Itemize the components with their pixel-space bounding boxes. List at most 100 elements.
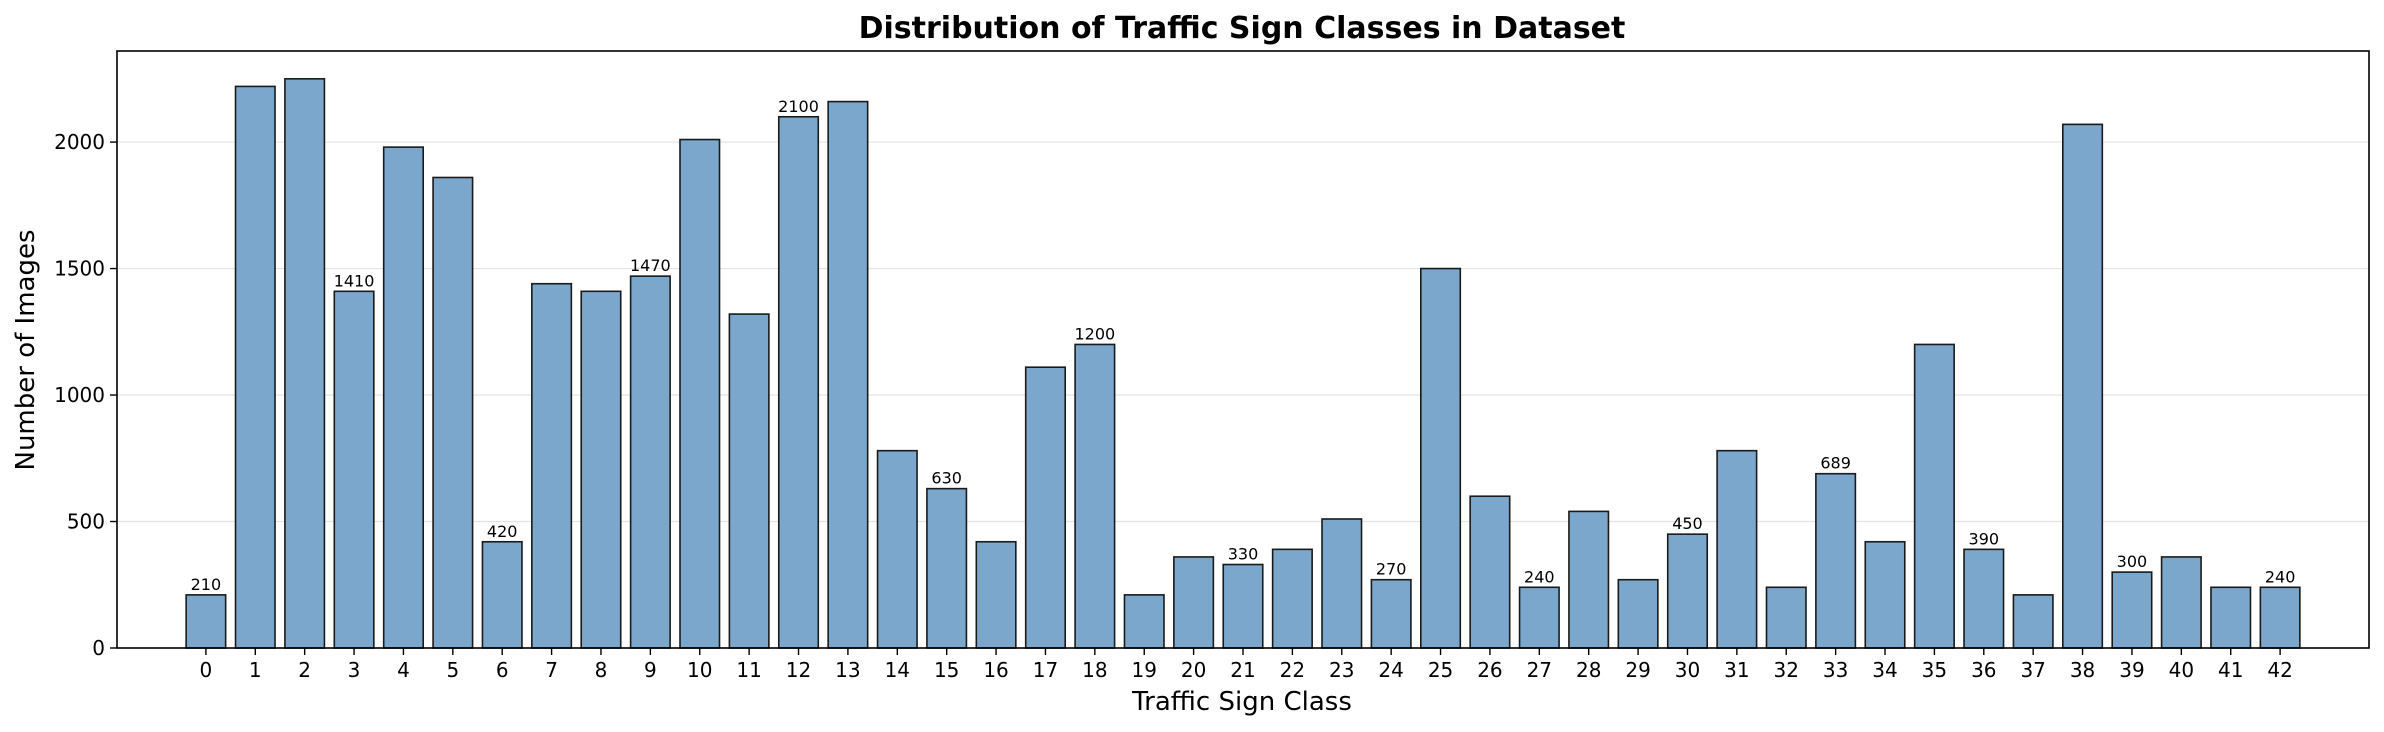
x-tick-label: 30 — [1675, 658, 1700, 682]
bar-class-36 — [1963, 548, 2005, 649]
bar-class-21 — [1222, 563, 1264, 649]
x-tick-label: 1 — [249, 658, 262, 682]
bar-class-40 — [2160, 556, 2202, 649]
bar-class-30 — [1666, 533, 1709, 649]
bar-value-label: 330 — [1228, 545, 1259, 564]
x-tick-label: 2 — [298, 658, 311, 682]
bar-class-19 — [1123, 594, 1165, 649]
x-tick-label: 34 — [1872, 658, 1897, 682]
bar-class-26 — [1469, 495, 1511, 649]
bar-class-42 — [2259, 586, 2301, 649]
bar-class-13 — [827, 100, 869, 649]
x-tick-label: 16 — [983, 658, 1008, 682]
bar-value-label: 390 — [1969, 529, 2000, 548]
bar-value-label: 689 — [1820, 454, 1851, 473]
x-tick-label: 32 — [1774, 658, 1799, 682]
x-tick-label: 13 — [835, 658, 860, 682]
x-tick-label: 39 — [2119, 658, 2144, 682]
x-tick-label: 27 — [1527, 658, 1552, 682]
bar-class-15 — [926, 487, 968, 649]
bar-class-17 — [1024, 366, 1067, 649]
x-tick-label: 3 — [348, 658, 361, 682]
y-tick-label: 0 — [92, 636, 105, 660]
x-axis-label: Traffic Sign Class — [1131, 687, 1352, 717]
x-tick-label: 15 — [934, 658, 959, 682]
x-tick-label: 20 — [1181, 658, 1206, 682]
x-tick-label: 18 — [1082, 658, 1107, 682]
x-tick-label: 14 — [885, 658, 910, 682]
bar-class-27 — [1518, 586, 1560, 649]
bar-class-22 — [1271, 548, 1313, 649]
bar-class-7 — [531, 282, 573, 649]
bar-value-label: 1410 — [334, 271, 375, 290]
bar-class-35 — [1913, 343, 1955, 649]
x-tick-label: 41 — [2218, 658, 2243, 682]
bar-class-4 — [382, 146, 424, 649]
bar-class-28 — [1568, 510, 1610, 649]
x-tick-label: 42 — [2267, 658, 2292, 682]
bar-class-2 — [284, 78, 326, 649]
x-tick-label: 7 — [545, 658, 558, 682]
bar-class-8 — [580, 290, 622, 649]
bar-class-34 — [1864, 540, 1906, 649]
y-tick-label: 500 — [67, 510, 105, 534]
plot-frame — [116, 50, 2370, 649]
x-tick-label: 11 — [736, 658, 761, 682]
bar-class-24 — [1370, 578, 1412, 649]
x-tick-label: 17 — [1033, 658, 1058, 682]
bar-class-0 — [185, 594, 227, 649]
x-tick-label: 23 — [1329, 658, 1354, 682]
y-tick-label: 1500 — [54, 257, 105, 281]
bar-class-32 — [1765, 586, 1807, 649]
x-tick-label: 21 — [1230, 658, 1255, 682]
bar-class-31 — [1716, 449, 1758, 649]
x-tick-label: 6 — [496, 658, 509, 682]
bar-class-18 — [1074, 343, 1116, 649]
bar-value-label: 210 — [191, 575, 222, 594]
x-tick-label: 37 — [2020, 658, 2045, 682]
x-tick-label: 4 — [397, 658, 410, 682]
data-label-layer: 210 1410 420 1470 2100 630 1200 330 270 240 450 689… — [191, 97, 2296, 594]
bar-class-14 — [876, 449, 918, 649]
bar-class-39 — [2111, 571, 2153, 649]
x-tick-label: 26 — [1477, 658, 1502, 682]
bar-class-6 — [481, 540, 523, 649]
bar-value-label: 1200 — [1074, 324, 1115, 343]
x-tick-label: 38 — [2070, 658, 2095, 682]
x-tick-label: 5 — [446, 658, 459, 682]
x-tick-label: 24 — [1378, 658, 1403, 682]
x-tick-label: 33 — [1823, 658, 1848, 682]
bar-value-label: 420 — [487, 522, 518, 541]
bar-class-41 — [2210, 586, 2252, 649]
bar-value-label: 1470 — [630, 256, 671, 275]
bar-value-label: 630 — [931, 469, 962, 488]
x-tick-label: 36 — [1971, 658, 1996, 682]
bar-class-38 — [2062, 123, 2104, 649]
bar-value-label: 270 — [1376, 560, 1407, 579]
bar-class-10 — [679, 138, 721, 649]
bar-class-23 — [1321, 518, 1363, 649]
y-tick-label: 2000 — [54, 130, 105, 154]
x-tick-label: 9 — [644, 658, 657, 682]
bar-class-11 — [728, 313, 770, 649]
bar-class-20 — [1173, 556, 1215, 649]
x-tick-label: 22 — [1280, 658, 1305, 682]
bar-class-1 — [234, 85, 276, 649]
bar-class-33 — [1815, 472, 1857, 649]
x-tick-label: 31 — [1724, 658, 1749, 682]
bar-class-12 — [777, 115, 820, 649]
x-tick-label: 35 — [1922, 658, 1947, 682]
x-tick-label: 29 — [1625, 658, 1650, 682]
x-tick-label: 8 — [595, 658, 608, 682]
y-axis-label: Number of Images — [11, 229, 41, 470]
x-tick-label: 12 — [786, 658, 811, 682]
x-tick-label: 19 — [1132, 658, 1157, 682]
bar-class-9 — [629, 275, 671, 649]
bar-class-29 — [1617, 578, 1659, 649]
bar-class-37 — [2012, 594, 2054, 649]
bar-layer — [185, 78, 2301, 649]
bar-value-label: 240 — [2265, 567, 2296, 586]
